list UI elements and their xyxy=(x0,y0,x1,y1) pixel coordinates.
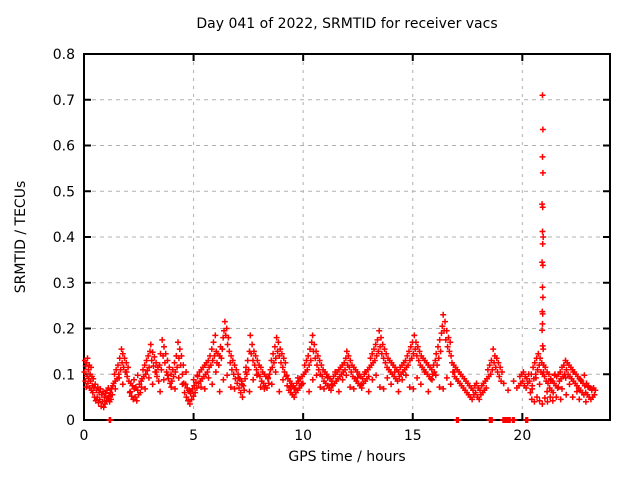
y-tick-label: 0.4 xyxy=(53,230,75,246)
x-axis-label: GPS time / hours xyxy=(288,449,406,465)
x-tick-label: 20 xyxy=(513,428,531,444)
y-tick-label: 0.2 xyxy=(53,322,75,338)
y-tick-label: 0.1 xyxy=(53,367,75,383)
y-tick-label: 0.5 xyxy=(53,184,75,200)
y-tick-label: 0.7 xyxy=(53,93,75,109)
chart-title: Day 041 of 2022, SRMTID for receiver vac… xyxy=(196,16,498,32)
x-tick-label: 0 xyxy=(80,428,89,444)
x-tick-label: 15 xyxy=(404,428,422,444)
y-tick-label: 0 xyxy=(66,413,75,429)
x-tick-label: 5 xyxy=(189,428,198,444)
y-tick-label: 0.8 xyxy=(53,47,75,63)
y-tick-label: 0.6 xyxy=(53,139,75,155)
scatter-points xyxy=(81,92,599,423)
plot-border xyxy=(83,53,611,421)
x-tick-label: 10 xyxy=(294,428,312,444)
y-tick-label: 0.3 xyxy=(53,276,75,292)
